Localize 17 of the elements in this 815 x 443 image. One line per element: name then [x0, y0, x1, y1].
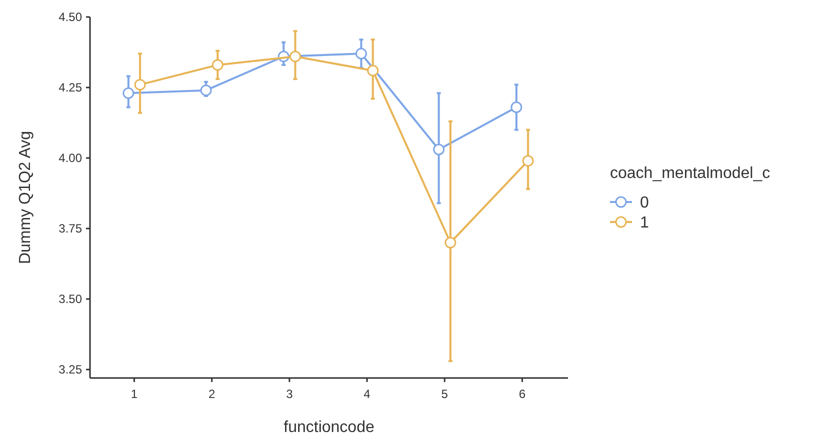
- x-tick-label: 5: [441, 387, 448, 401]
- x-axis-title: functioncode: [284, 419, 374, 436]
- y-tick-label: 4.50: [58, 10, 82, 24]
- y-tick-label: 3.25: [58, 362, 82, 377]
- x-tick-label: 4: [364, 387, 371, 401]
- legend-label: 1: [640, 214, 649, 232]
- x-tick-label: 6: [518, 387, 526, 401]
- x-tick-label: 1: [130, 387, 138, 401]
- y-tick-label: 3.50: [58, 292, 82, 306]
- y-tick-label: 4.00: [58, 151, 82, 166]
- y-tick-label: 3.75: [58, 222, 82, 236]
- x-tick-label: 3: [286, 387, 294, 401]
- x-tick-label: 2: [208, 387, 216, 401]
- y-tick-label: 4.25: [58, 80, 82, 95]
- legend-title: coach_mentalmodel_c: [610, 165, 770, 182]
- y-axis-title: Dummy Q1Q2 Avg: [17, 130, 34, 264]
- legend-label: 0: [640, 194, 649, 212]
